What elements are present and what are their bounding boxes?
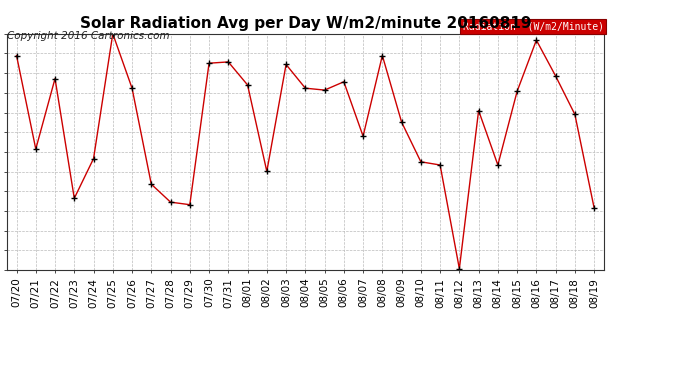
Text: Copyright 2016 Cartronics.com: Copyright 2016 Cartronics.com xyxy=(7,32,170,41)
Title: Solar Radiation Avg per Day W/m2/minute 20160819: Solar Radiation Avg per Day W/m2/minute … xyxy=(79,16,531,31)
Text: Radiation  (W/m2/Minute): Radiation (W/m2/Minute) xyxy=(463,21,604,32)
